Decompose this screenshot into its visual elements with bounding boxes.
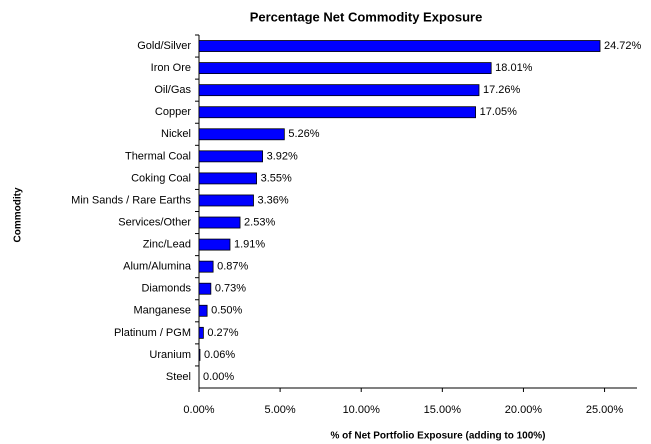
y-tick-label: Iron Ore (151, 62, 191, 74)
value-label: 17.26% (483, 84, 521, 96)
x-tick-label: 25.00% (586, 404, 624, 416)
value-label: 3.55% (261, 172, 292, 184)
value-label: 2.53% (244, 216, 275, 228)
x-tick-label: 0.00% (183, 404, 214, 416)
bar (198, 194, 254, 207)
bar (198, 260, 214, 273)
x-tick-label: 15.00% (424, 404, 462, 416)
bar (198, 62, 492, 75)
y-axis-title: Commodity (13, 187, 24, 242)
bar (198, 106, 476, 119)
bar (198, 128, 285, 141)
y-tick-label: Services/Other (118, 216, 191, 228)
value-label: 17.05% (480, 106, 518, 118)
y-tick-label: Manganese (134, 305, 192, 317)
x-tick-label: 10.00% (343, 404, 381, 416)
y-tick-label: Uranium (149, 349, 191, 361)
value-label: 18.01% (495, 62, 533, 74)
value-label: 0.50% (211, 305, 242, 317)
value-label: 5.26% (288, 128, 319, 140)
y-tick-label: Platinum / PGM (114, 327, 191, 339)
bar (198, 150, 263, 163)
y-tick-label: Coking Coal (131, 172, 191, 184)
x-tick-label: 20.00% (505, 404, 543, 416)
y-tick-label: Alum/Alumina (123, 261, 192, 273)
y-tick-label: Oil/Gas (154, 84, 191, 96)
bar (198, 348, 201, 361)
bar (198, 282, 212, 295)
x-tick-label: 5.00% (265, 404, 296, 416)
y-tick-label: Copper (155, 106, 191, 118)
value-label: 0.87% (217, 261, 248, 273)
chart-title: Percentage Net Commodity Exposure (250, 9, 483, 24)
bar (198, 40, 601, 52)
value-label: 0.27% (207, 327, 238, 339)
value-label: 0.73% (215, 283, 246, 295)
bar (198, 238, 231, 251)
value-label: 3.36% (258, 194, 289, 206)
y-tick-label: Diamonds (141, 283, 191, 295)
y-tick-label: Steel (166, 371, 191, 383)
y-tick-label: Nickel (161, 128, 191, 140)
bar (198, 172, 257, 185)
value-label: 0.00% (203, 371, 234, 383)
bar (198, 326, 204, 339)
y-tick-label: Zinc/Lead (143, 239, 191, 251)
value-label: 3.92% (267, 150, 298, 162)
bar (198, 304, 208, 317)
value-label: 24.72% (604, 40, 642, 52)
y-tick-label: Min Sands / Rare Earths (71, 194, 191, 206)
bar (198, 216, 241, 229)
y-tick-label: Thermal Coal (125, 150, 191, 162)
value-label: 1.91% (234, 239, 265, 251)
value-label: 0.06% (204, 349, 235, 361)
bar (198, 84, 480, 97)
x-axis-title: % of Net Portfolio Exposure (adding to 1… (330, 431, 545, 442)
y-tick-label: Gold/Silver (137, 40, 191, 52)
